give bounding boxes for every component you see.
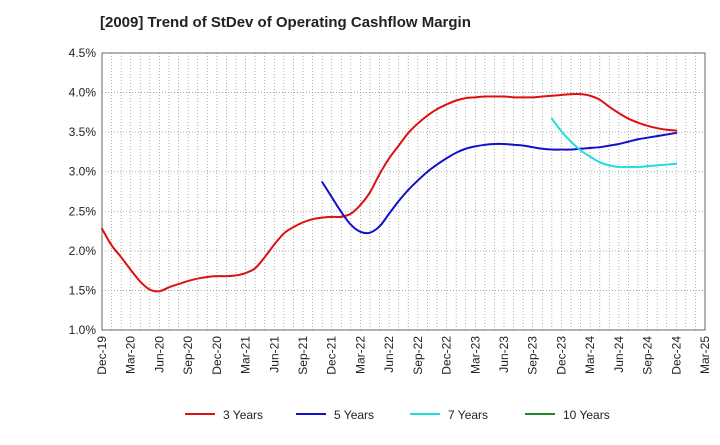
y-tick-label: 3.5% (69, 125, 97, 139)
legend-label-3-years: 3 Years (223, 408, 263, 422)
x-tick-label: Dec-22 (440, 336, 454, 375)
x-tick-label: Jun-22 (382, 336, 396, 373)
y-tick-label: 1.0% (69, 323, 97, 337)
x-tick-label: Mar-24 (583, 336, 597, 374)
y-tick-label: 4.0% (69, 86, 97, 100)
x-tick-label: Dec-24 (669, 336, 683, 375)
x-tick-label: Jun-20 (152, 336, 166, 373)
series-line-5-years (321, 131, 678, 235)
series-line-3-years (101, 93, 678, 293)
x-tick-label: Mar-20 (124, 336, 138, 374)
x-tick-label: Mar-25 (698, 336, 712, 374)
x-tick-label: Sep-21 (296, 336, 310, 375)
x-tick-label: Sep-23 (526, 336, 540, 375)
y-tick-label: 2.5% (69, 204, 97, 218)
y-tick-label: 1.5% (69, 283, 97, 297)
y-tick-label: 3.0% (69, 165, 97, 179)
y-tick-label: 2.0% (69, 244, 97, 258)
x-tick-label: Jun-23 (497, 336, 511, 373)
x-tick-label: Dec-19 (95, 336, 109, 375)
legend-label-5-years: 5 Years (334, 408, 374, 422)
x-tick-label: Sep-22 (411, 336, 425, 375)
y-tick-label: 4.5% (69, 46, 97, 60)
plot-frame (101, 52, 706, 331)
x-tick-label: Mar-23 (468, 336, 482, 374)
x-tick-label: Sep-24 (641, 336, 655, 375)
x-tick-label: Sep-20 (181, 336, 195, 375)
x-tick-label: Jun-24 (612, 336, 626, 373)
legend-label-10-years: 10 Years (563, 408, 610, 422)
x-tick-label: Jun-21 (267, 336, 281, 373)
chart-title: [2009] Trend of StDev of Operating Cashf… (100, 14, 471, 31)
x-tick-label: Mar-22 (353, 336, 367, 374)
legend-label-7-years: 7 Years (448, 408, 488, 422)
x-tick-label: Dec-21 (325, 336, 339, 375)
series-line-7-years (550, 117, 678, 169)
x-tick-label: Dec-20 (210, 336, 224, 375)
x-tick-label: Dec-23 (554, 336, 568, 375)
x-tick-label: Mar-21 (239, 336, 253, 374)
